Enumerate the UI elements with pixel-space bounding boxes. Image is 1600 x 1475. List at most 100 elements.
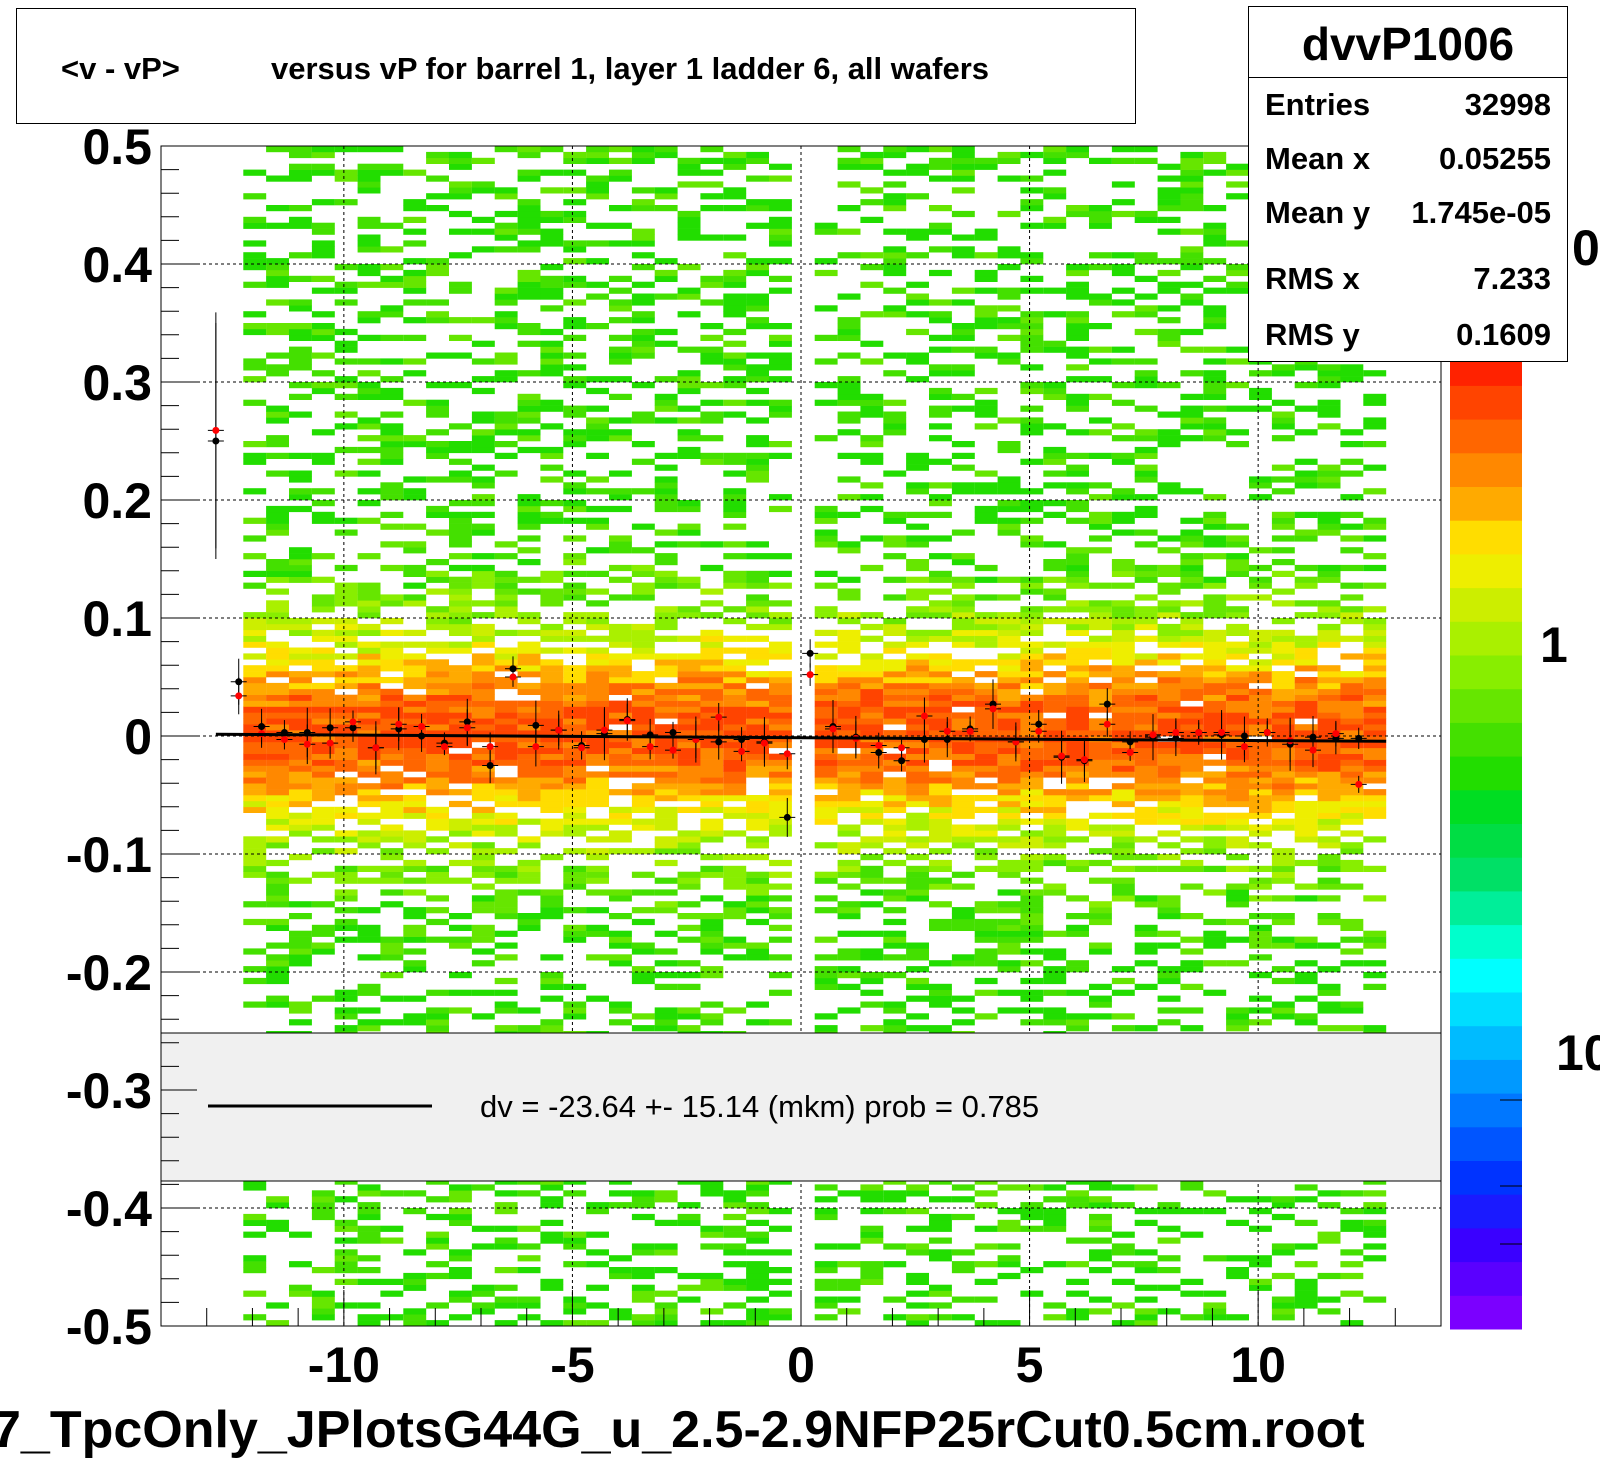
heatmap-cell: [837, 494, 861, 501]
heatmap-cell: [471, 859, 495, 867]
heatmap-cell: [426, 1237, 449, 1244]
heatmap-cell: [1089, 635, 1112, 642]
heatmap-cell: [837, 146, 861, 153]
heatmap-cell: [746, 476, 769, 483]
heatmap-cell: [1249, 995, 1272, 1002]
heatmap-cell: [289, 653, 312, 660]
heatmap-cell: [974, 1225, 998, 1232]
heatmap-cell: [1249, 647, 1272, 654]
heatmap-cell: [654, 606, 678, 613]
heatmap-cell: [1294, 836, 1318, 843]
heatmap-cell: [883, 730, 907, 737]
heatmap-cell: [449, 317, 472, 324]
heatmap-cell: [974, 924, 998, 931]
heatmap-cell: [700, 741, 724, 749]
heatmap-cell: [860, 358, 884, 365]
heatmap-cell: [1226, 264, 1249, 271]
heatmap-cell: [1363, 800, 1387, 808]
heatmap-cell: [266, 441, 289, 448]
heatmap-cell: [906, 252, 929, 259]
heatmap-cell: [1271, 559, 1295, 566]
heatmap-cell: [951, 1314, 975, 1321]
heatmap-cell: [540, 759, 564, 766]
heatmap-cell: [951, 287, 975, 294]
heatmap-cell: [1340, 736, 1364, 743]
heatmap-cell: [1249, 688, 1272, 695]
heatmap-cell: [1271, 547, 1295, 554]
heatmap-cell: [334, 635, 358, 642]
heatmap-cell: [494, 246, 518, 253]
heatmap-cell: [860, 441, 884, 448]
heatmap-cell: [1043, 393, 1067, 400]
heatmap-cell: [266, 299, 289, 306]
heatmap-cell: [654, 1314, 678, 1321]
heatmap-cell: [1066, 795, 1089, 802]
heatmap-cell: [471, 795, 495, 802]
heatmap-cell: [1317, 724, 1341, 731]
heatmap-cell: [1180, 199, 1204, 206]
heatmap-cell: [723, 281, 747, 288]
heatmap-cell: [357, 983, 381, 990]
heatmap-cell: [837, 913, 861, 920]
heatmap-cell: [449, 446, 472, 454]
heatmap-cell: [1043, 1019, 1067, 1026]
heatmap-cell: [974, 252, 998, 259]
heatmap-cell: [1294, 824, 1318, 831]
heatmap-cell: [883, 789, 907, 796]
heatmap-cell: [837, 323, 861, 330]
heatmap-cell: [883, 694, 907, 701]
heatmap-cell: [1203, 724, 1227, 731]
heatmap-cell: [403, 907, 427, 914]
heatmap-cell: [1340, 564, 1364, 572]
heatmap-cell: [1020, 854, 1044, 861]
heatmap-cell: [403, 594, 427, 601]
heatmap-cell: [631, 977, 655, 985]
heatmap-cell: [609, 240, 632, 247]
heatmap-cell: [380, 730, 404, 737]
heatmap-cell: [1020, 317, 1044, 324]
heatmap-cell: [609, 741, 632, 749]
heatmap-cell: [974, 1320, 998, 1326]
heatmap-cell: [563, 1261, 587, 1268]
heatmap-cell: [1066, 505, 1089, 513]
heatmap-cell: [1294, 753, 1318, 760]
heatmap-cell: [426, 205, 449, 212]
heatmap-cell: [883, 205, 907, 212]
heatmap-cell: [746, 1314, 769, 1321]
heatmap-cell: [586, 1231, 609, 1238]
heatmap-cell: [631, 783, 655, 790]
heatmap-cell: [654, 494, 678, 501]
heatmap-cell: [929, 771, 952, 778]
heatmap-cell: [883, 972, 907, 979]
profile-red-point: [395, 720, 403, 728]
heatmap-cell: [334, 747, 358, 754]
heatmap-cell: [837, 688, 861, 695]
heatmap-cell: [1066, 582, 1089, 589]
heatmap-cell: [951, 677, 975, 684]
heatmap-cell: [380, 800, 404, 808]
heatmap-cell: [266, 883, 289, 890]
heatmap-cell: [334, 877, 358, 884]
heatmap-cell: [403, 1308, 427, 1315]
heatmap-cell: [1363, 1231, 1387, 1238]
heatmap-cell: [974, 317, 998, 324]
heatmap-cell: [1020, 222, 1044, 229]
heatmap-cell: [1043, 818, 1067, 825]
heatmap-cell: [266, 647, 289, 654]
heatmap-cell: [449, 423, 472, 430]
heatmap-cell: [723, 234, 747, 241]
heatmap-cell: [723, 1231, 747, 1238]
heatmap-cell: [540, 972, 564, 979]
heatmap-cell: [1134, 724, 1158, 731]
heatmap-cell: [746, 877, 769, 884]
heatmap-cell: [334, 1255, 358, 1262]
heatmap-cell: [266, 529, 289, 536]
heatmap-cell: [1340, 706, 1364, 713]
heatmap-cell: [1249, 476, 1272, 483]
heatmap-cell: [951, 464, 975, 471]
heatmap-cell: [974, 977, 998, 985]
heatmap-cell: [380, 435, 404, 442]
heatmap-cell: [723, 1278, 747, 1285]
heatmap-cell: [974, 269, 998, 277]
heatmap-cell: [609, 1314, 632, 1321]
